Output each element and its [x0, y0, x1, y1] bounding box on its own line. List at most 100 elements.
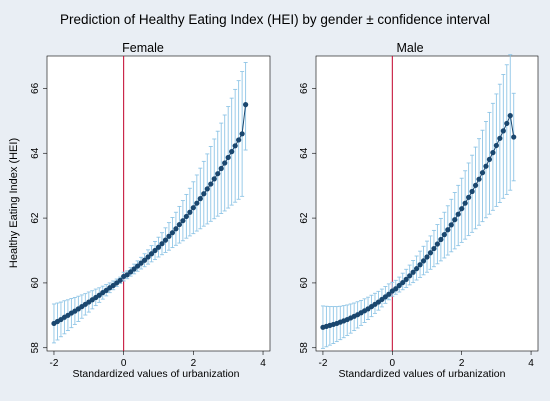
data-point — [124, 272, 130, 278]
data-point — [413, 266, 420, 272]
x-tick-label: 0 — [390, 358, 396, 369]
data-point — [410, 269, 416, 275]
data-point — [441, 232, 447, 238]
y-tick-label: 66 — [299, 82, 310, 94]
panel-male-title-band — [316, 38, 538, 56]
data-point — [469, 188, 475, 195]
panel-female: Female 58 60 62 64 66 -2 0 2 4 Standardi… — [8, 38, 271, 380]
x-tick-label: 4 — [260, 358, 266, 369]
data-point — [476, 176, 482, 182]
panel-female-plot-area — [46, 55, 271, 352]
panel-male-plot-area — [315, 55, 539, 352]
data-point — [448, 222, 454, 228]
panel-male: Male 58 60 62 64 66 -2 0 2 4 Standardize… — [299, 38, 539, 380]
data-point — [393, 286, 399, 292]
data-point — [407, 273, 413, 279]
data-point — [190, 205, 196, 211]
data-point — [141, 257, 148, 263]
x-tick-label: 0 — [121, 358, 127, 369]
data-point — [424, 254, 430, 260]
data-point — [403, 276, 409, 282]
data-point — [504, 120, 510, 127]
x-tick-label: -2 — [318, 358, 327, 369]
data-point — [159, 241, 165, 247]
data-point — [507, 113, 513, 119]
y-tick-label: 62 — [30, 212, 41, 224]
data-point — [483, 163, 489, 169]
data-point — [445, 227, 451, 233]
data-point — [386, 291, 392, 297]
data-point — [187, 209, 193, 215]
data-point — [169, 230, 176, 236]
data-point — [500, 128, 506, 134]
data-point — [239, 131, 245, 137]
data-point — [434, 241, 441, 247]
data-point — [197, 196, 203, 202]
x-tick-label: -2 — [50, 358, 59, 369]
panel-male-title: Male — [396, 41, 423, 55]
data-point — [166, 233, 172, 239]
data-point — [229, 149, 235, 155]
data-point — [117, 277, 123, 283]
data-point — [490, 150, 496, 156]
data-point — [455, 211, 461, 217]
data-point — [452, 217, 458, 223]
data-point — [493, 142, 499, 149]
y-tick-label: 60 — [30, 277, 41, 289]
data-point — [243, 102, 249, 108]
data-point — [462, 200, 468, 206]
data-point — [236, 137, 242, 143]
figure-title: Prediction of Healthy Eating Index (HEI)… — [60, 12, 490, 27]
data-point — [466, 194, 472, 200]
data-point — [431, 245, 437, 252]
x-tick-label: 4 — [528, 358, 534, 369]
data-point — [152, 247, 158, 254]
data-point — [173, 226, 179, 232]
data-point — [400, 279, 406, 286]
data-point — [180, 218, 186, 224]
data-point — [204, 186, 210, 192]
panel-female-title: Female — [122, 41, 164, 55]
y-tick-label: 62 — [299, 212, 310, 224]
y-tick-label: 60 — [299, 277, 310, 289]
data-point — [128, 269, 134, 275]
panel-female-title-band — [47, 38, 270, 56]
x-axis-label: Standardized values of urbanization — [73, 368, 240, 380]
data-point — [201, 191, 207, 197]
data-point — [511, 134, 517, 140]
data-point — [427, 250, 434, 256]
data-point — [211, 176, 217, 182]
x-tick-label: 2 — [459, 358, 465, 369]
y-axis-label: Healthy Eating Index (HEI) — [8, 138, 20, 268]
y-tick-label: 64 — [30, 147, 41, 159]
data-point — [232, 143, 238, 149]
data-point — [479, 170, 486, 176]
y-tick-label: 64 — [299, 147, 310, 159]
data-point — [396, 282, 402, 289]
data-point — [438, 236, 444, 243]
data-point — [486, 156, 493, 163]
data-point — [138, 260, 144, 266]
data-point — [417, 262, 423, 268]
data-point — [459, 206, 465, 212]
data-point — [155, 244, 162, 250]
y-tick-label: 58 — [299, 342, 310, 354]
x-axis-label: Standardized values of urbanization — [339, 368, 506, 380]
data-point — [222, 160, 228, 166]
data-point — [194, 200, 200, 206]
data-point — [208, 181, 214, 187]
data-point — [183, 213, 189, 220]
data-point — [215, 171, 221, 177]
data-point — [225, 154, 231, 161]
y-tick-label: 66 — [30, 82, 41, 94]
y-tick-label: 58 — [30, 342, 41, 354]
data-point — [145, 254, 151, 260]
data-point — [162, 237, 169, 243]
x-tick-label: 2 — [191, 358, 197, 369]
data-point — [472, 182, 479, 188]
data-point — [131, 266, 137, 272]
data-point — [420, 258, 427, 264]
data-point — [497, 135, 503, 141]
data-point — [134, 263, 141, 269]
